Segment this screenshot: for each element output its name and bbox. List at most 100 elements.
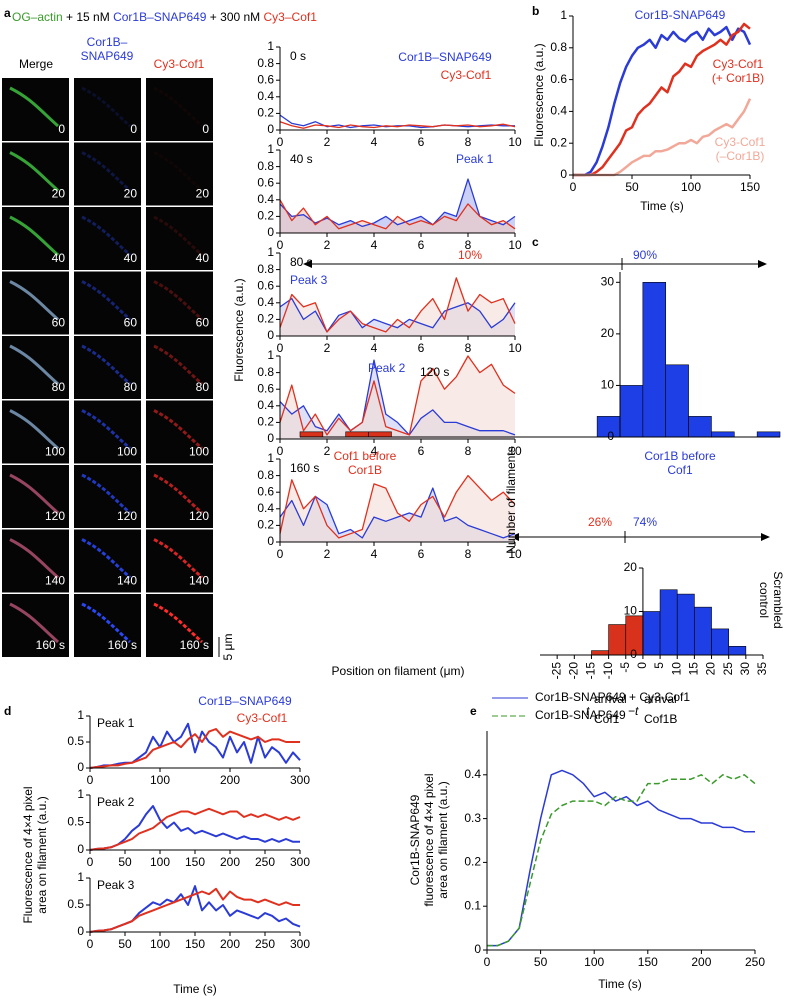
x-tick-label: 250 xyxy=(255,855,275,869)
y-tick-label: 0.4 xyxy=(257,398,274,412)
filament xyxy=(9,473,60,515)
x-tick-label: 300 xyxy=(290,855,310,869)
annotation: Peak 3 xyxy=(290,273,328,287)
filament xyxy=(153,151,204,192)
filament xyxy=(153,409,204,450)
x-tick-label: 6 xyxy=(418,547,425,561)
x-tick-label: 100 xyxy=(150,937,170,951)
x-axis-label: Time (s) xyxy=(598,977,642,991)
x-tick-label: 200 xyxy=(220,773,240,787)
x-tick-label: 0 xyxy=(87,773,94,787)
x-tick-label: 0 xyxy=(635,662,649,669)
series-line xyxy=(279,297,516,333)
time-label: 80 xyxy=(52,380,66,394)
x-tick-label: 0 xyxy=(87,937,94,951)
y-tick-label: 1 xyxy=(77,708,84,722)
x-tick-label: 150 xyxy=(185,855,205,869)
filament xyxy=(81,215,132,257)
x-axis-label: arrival xyxy=(594,692,627,706)
micrograph xyxy=(146,271,213,335)
subplot-title: 80 s xyxy=(290,255,313,269)
time-label: 140 xyxy=(189,574,209,588)
x-tick-label: 2 xyxy=(324,341,331,355)
x-tick-label: 0 xyxy=(87,855,94,869)
x-tick-label: 0 xyxy=(484,955,491,969)
header-part: OG–actin xyxy=(12,10,63,24)
annotation: 74% xyxy=(633,515,657,529)
subplot-title: 160 s xyxy=(290,461,319,475)
x-axis-label: arrival xyxy=(644,692,677,706)
time-label: 160 s xyxy=(180,638,209,652)
bar xyxy=(676,593,695,656)
x-tick-label: 300 xyxy=(290,773,310,787)
text-line: Cor1B-SNAP649 xyxy=(408,794,422,885)
x-tick-label: 0 xyxy=(570,180,577,194)
bar xyxy=(591,650,609,656)
y-tick-label: 1 xyxy=(267,348,274,362)
filament xyxy=(153,473,204,515)
x-tick-label: 8 xyxy=(465,547,472,561)
header-part: Cy3–Cof1 xyxy=(264,10,318,24)
series-line xyxy=(573,22,751,177)
series-line xyxy=(279,359,516,436)
x-tick-label: 100 xyxy=(584,955,604,969)
y-tick-label: 0.4 xyxy=(257,501,274,515)
y-axis-label: Fluorescence (a.u.) xyxy=(532,43,546,146)
y-tick-label: 0 xyxy=(267,431,274,445)
text-line: Cof1 xyxy=(667,463,693,477)
x-tick-label: 0 xyxy=(277,135,284,149)
image-column-header: Merge xyxy=(19,57,53,71)
y-tick-label: 0.8 xyxy=(257,56,274,70)
y-axis-label: Number of filaments xyxy=(504,446,518,553)
x-tick-label: 50 xyxy=(625,180,639,194)
x-tick-label: 10 xyxy=(508,238,522,252)
x-tick-label: 50 xyxy=(118,937,132,951)
series-line xyxy=(573,25,752,177)
legend-label: Cy3-Cof1 xyxy=(237,711,288,725)
bar xyxy=(368,431,392,438)
bar xyxy=(694,606,712,656)
x-tick-label: 6 xyxy=(418,135,425,149)
x-tick-label: 25 xyxy=(721,662,735,676)
annotation: Cof1 before Cor1B xyxy=(334,449,397,477)
series-label: Cy3-Cof1 (+ Cor1B) xyxy=(712,57,764,85)
series-line xyxy=(89,728,300,769)
x-tick-label: -20 xyxy=(566,662,580,680)
x-axis-label: Time (s) xyxy=(173,982,217,996)
y-tick-label: 0.6 xyxy=(257,175,274,189)
x-tick-label: 0 xyxy=(277,341,284,355)
time-label: 20 xyxy=(124,187,138,201)
annotation: Scrambledcontrol xyxy=(757,571,785,628)
x-tick-label: 8 xyxy=(465,238,472,252)
header-part: + 15 nM xyxy=(63,10,113,24)
bar xyxy=(665,364,689,438)
y-axis-label: Cor1B-SNAP649fluorescence of 4×4 pixelar… xyxy=(408,773,450,906)
y-tick-label: 0 xyxy=(77,924,84,938)
x-tick-label: 300 xyxy=(290,937,310,951)
x-tick-label: 100 xyxy=(681,180,701,194)
y-tick-label: 1 xyxy=(267,245,274,259)
time-label: 100 xyxy=(45,445,65,459)
filament xyxy=(9,409,60,450)
x-axis-label: Position on filament (μm) xyxy=(332,664,465,678)
micrograph xyxy=(74,78,141,141)
text-line: Fluorescence of 4×4 pixel xyxy=(21,786,35,923)
y-tick-label: 0.2 xyxy=(257,415,274,429)
y-tick-label: 0.8 xyxy=(257,262,274,276)
bar xyxy=(642,611,661,656)
legend-label: Cor1B-SNAP649 + Cy3-Cof1 xyxy=(535,690,690,704)
x-tick-label: 250 xyxy=(745,955,765,969)
filament xyxy=(81,409,132,450)
time-label: 140 xyxy=(45,574,65,588)
text-line: Cy3-Cof1 xyxy=(713,57,764,71)
y-tick-label: 0.4 xyxy=(550,104,567,118)
series-line xyxy=(487,774,756,947)
x-tick-label: 2 xyxy=(324,444,331,458)
series-line xyxy=(279,199,516,230)
filament xyxy=(9,215,60,257)
bar xyxy=(659,589,678,656)
text-line: control xyxy=(757,582,771,618)
y-tick-label: 0.6 xyxy=(257,72,274,86)
time-label: 40 xyxy=(196,251,210,265)
panel-label: c xyxy=(532,235,539,249)
